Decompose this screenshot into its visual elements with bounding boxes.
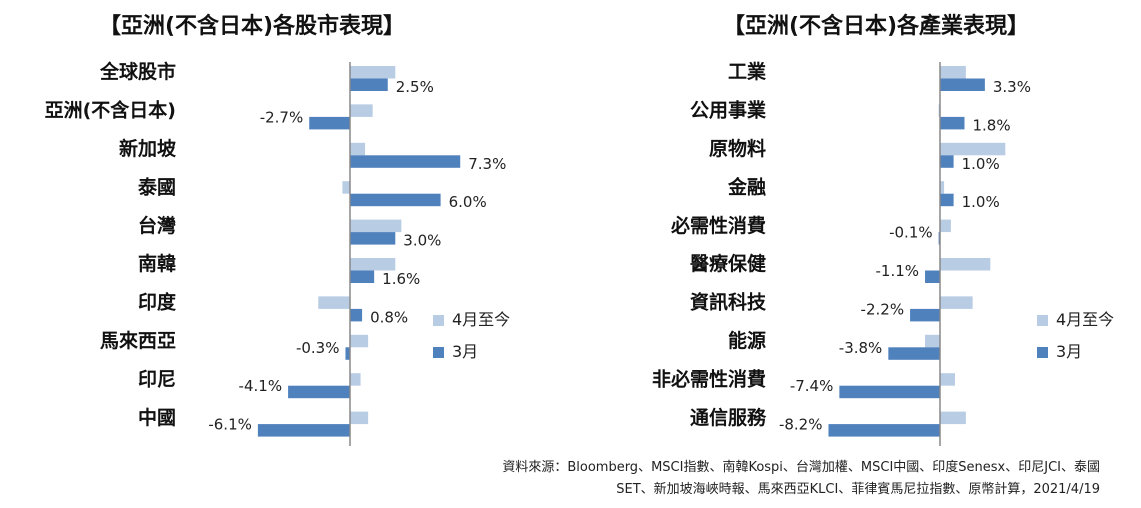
bar-ytd — [350, 334, 369, 348]
bar-march — [350, 232, 396, 245]
category-label: 台灣 — [138, 214, 176, 237]
data-label: 2.5% — [396, 78, 434, 96]
bar-march — [350, 193, 441, 207]
bar-ytd — [350, 258, 396, 271]
data-label: 1.0% — [962, 193, 1000, 211]
category-label: 非必需性消費 — [652, 367, 766, 390]
bar-ytd — [350, 373, 361, 386]
bar-march — [257, 424, 350, 437]
data-label: -0.3% — [296, 339, 340, 357]
category-label: 印尼 — [138, 368, 176, 390]
legend-label-ytd: 4月至今 — [452, 310, 510, 329]
data-label: -4.1% — [239, 377, 283, 395]
bar-march — [350, 308, 363, 322]
data-label: 1.6% — [382, 270, 420, 288]
data-label: 7.3% — [468, 155, 506, 173]
bar-march — [940, 116, 965, 130]
bar-ytd — [940, 258, 991, 271]
legend-swatch-march — [1037, 347, 1048, 358]
data-label: -6.1% — [208, 416, 252, 434]
bar-ytd — [940, 142, 1006, 156]
legend-label-march: 3月 — [452, 342, 478, 361]
bar-march — [940, 193, 954, 207]
bar-ytd — [940, 66, 966, 79]
bar-ytd — [350, 219, 402, 233]
bar-march — [345, 347, 350, 360]
data-label: -1.1% — [876, 262, 920, 280]
bar-ytd — [940, 219, 951, 233]
legend-swatch-march — [433, 347, 444, 358]
bar-march — [910, 308, 940, 322]
data-label: -2.2% — [861, 300, 905, 318]
bar-ytd — [350, 411, 369, 425]
bar-ytd — [925, 334, 940, 348]
bar-march — [288, 385, 350, 399]
bar-march — [350, 270, 375, 283]
data-label: -0.1% — [889, 224, 933, 242]
bar-ytd — [350, 142, 366, 156]
bar-march — [888, 347, 940, 360]
bar-march — [925, 270, 940, 283]
bar-march — [839, 385, 940, 399]
category-label: 馬來西亞 — [100, 329, 176, 352]
category-label: 印度 — [138, 291, 177, 314]
category-label: 通信服務 — [690, 406, 767, 429]
category-label: 能源 — [728, 329, 766, 352]
bar-ytd — [940, 411, 966, 425]
data-label: -2.7% — [260, 108, 304, 126]
data-label: -7.4% — [790, 377, 834, 395]
category-label: 資訊科技 — [690, 291, 767, 314]
bar-ytd — [940, 296, 973, 309]
data-label: 1.8% — [972, 116, 1010, 134]
data-label: 3.3% — [993, 78, 1031, 96]
category-label: 中國 — [138, 406, 176, 429]
bar-march — [828, 424, 940, 437]
bar-ytd — [350, 104, 373, 117]
category-label: 泰國 — [137, 175, 176, 198]
bar-march — [940, 78, 985, 91]
category-label: 工業 — [728, 60, 767, 83]
data-label: -8.2% — [779, 416, 823, 434]
category-label: 金融 — [727, 175, 766, 198]
chart-title: 【亞洲(不含日本)各產業表現】 — [723, 13, 1029, 39]
category-label: 新加坡 — [119, 137, 177, 160]
data-label: 3.0% — [403, 232, 441, 250]
bar-march — [309, 116, 350, 130]
source-note-line2: SET、新加坡海峽時報、馬來西亞KLCI、菲律賓馬尼拉指數、原幣計算，2021/… — [616, 481, 1100, 497]
legend-swatch-ytd — [433, 315, 444, 326]
category-label: 全球股市 — [99, 60, 176, 83]
category-label: 必需性消費 — [670, 214, 766, 237]
category-label: 公用事業 — [690, 99, 767, 122]
data-label: 1.0% — [962, 155, 1000, 173]
category-label: 亞洲(不含日本) — [45, 99, 176, 122]
category-label: 原物料 — [709, 137, 766, 160]
data-label: 0.8% — [370, 308, 408, 326]
source-note-line1: 資料來源：Bloomberg、MSCI指數、南韓Kospi、台灣加權、MSCI中… — [502, 459, 1100, 475]
bar-ytd — [940, 181, 945, 194]
legend-swatch-ytd — [1037, 315, 1048, 326]
data-label: 6.0% — [449, 193, 487, 211]
bar-ytd — [940, 373, 955, 386]
chart-title: 【亞洲(不含日本)各股市表現】 — [99, 13, 405, 39]
data-label: -3.8% — [839, 339, 883, 357]
category-label: 南韓 — [138, 252, 176, 275]
legend-label-ytd: 4月至今 — [1056, 310, 1114, 329]
bar-march — [350, 155, 461, 168]
bar-march — [940, 155, 954, 168]
bar-march — [350, 78, 388, 91]
category-label: 醫療保健 — [690, 252, 766, 275]
bar-ytd — [318, 296, 350, 309]
bar-ytd — [350, 66, 396, 79]
legend-label-march: 3月 — [1056, 342, 1082, 361]
bar-ytd — [342, 181, 350, 194]
